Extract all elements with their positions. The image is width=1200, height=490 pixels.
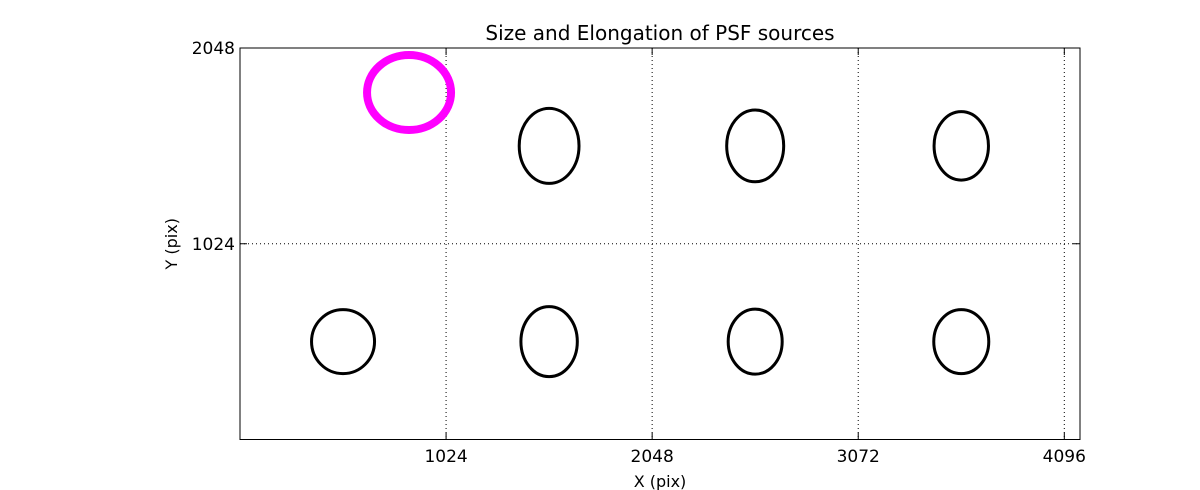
y-tick-label: 1024 (192, 235, 235, 255)
psf-source-ellipse (932, 308, 991, 376)
psf-source-ellipse (932, 110, 990, 182)
psf-source-ellipse (310, 308, 377, 376)
tick-labels: 1024 2048 3072 4096 1024 2048 (192, 39, 1086, 467)
x-axis-label: X (pix) (634, 472, 687, 490)
chart-title: Size and Elongation of PSF sources (485, 21, 834, 45)
psf-source-ellipse (519, 305, 579, 379)
x-tick-label: 4096 (1043, 447, 1086, 467)
psf-source-ellipse (726, 307, 784, 376)
psf-outlier-ellipse (363, 51, 456, 135)
x-tick-label: 3072 (837, 447, 880, 467)
psf-source-ellipse (725, 108, 786, 184)
y-axis-label: Y (pix) (162, 218, 181, 270)
axis-ticks (240, 47, 1080, 440)
psf-source-ellipse (517, 106, 581, 185)
x-tick-label: 1024 (424, 447, 467, 467)
x-tick-label: 2048 (631, 447, 674, 467)
psf-sources (310, 51, 991, 379)
y-tick-label: 2048 (192, 39, 235, 59)
